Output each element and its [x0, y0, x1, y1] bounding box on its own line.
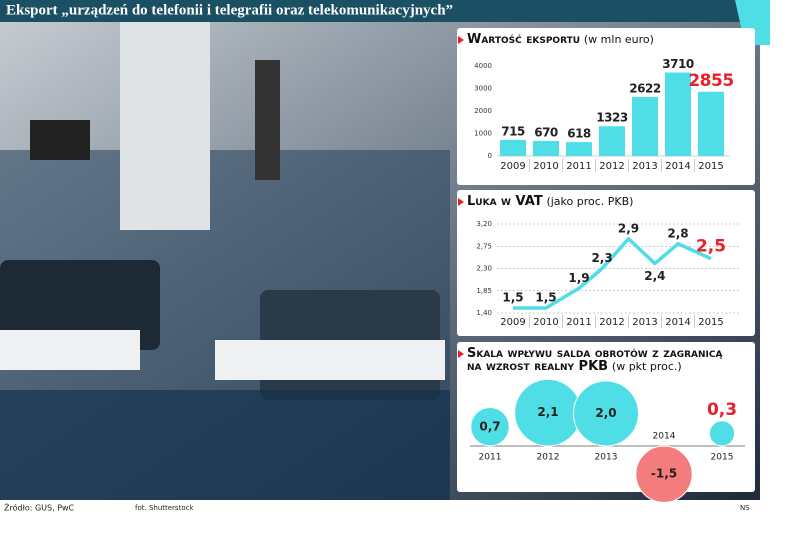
y-tick-label: 2,75 — [476, 242, 492, 250]
x-tick-label: 2013 — [595, 453, 618, 463]
chart-title: Wartość eksportu — [467, 32, 581, 47]
chart-subtitle: (jako proc. PKB) — [546, 195, 634, 208]
bubble — [635, 445, 693, 503]
bubble — [572, 380, 640, 447]
x-tick-label: 2014 — [653, 432, 676, 442]
panel-header: Wartość eksportu (w mln euro) — [458, 32, 747, 47]
bubble — [708, 420, 736, 447]
y-tick-label: 3,20 — [476, 220, 492, 228]
value-label: 2,8 — [667, 226, 688, 240]
chart-title: Luka w VAT — [467, 194, 543, 209]
value-label: -1,5 — [651, 467, 677, 481]
value-label: 3710 — [662, 57, 694, 71]
chart-title: Skala wpływu salda obrotów z zagranicą n… — [467, 346, 723, 374]
x-tick-label: 2009 — [500, 161, 525, 172]
x-tick-label: 2012 — [537, 453, 560, 463]
y-tick-label: 3000 — [474, 85, 492, 93]
bubble — [470, 407, 510, 447]
x-tick-label: 2015 — [711, 453, 734, 463]
value-label: 2622 — [629, 82, 661, 96]
x-tick-label: 2013 — [632, 317, 657, 328]
bar — [632, 97, 658, 156]
value-label: 2,3 — [591, 251, 612, 265]
x-tick-label: 2015 — [698, 161, 723, 172]
x-tick-label: 2011 — [479, 453, 502, 463]
value-label: 0,7 — [479, 419, 500, 433]
x-tick-label: 2010 — [533, 161, 558, 172]
bar — [566, 142, 592, 156]
value-label: 1,5 — [535, 291, 556, 305]
value-label: 2,5 — [696, 237, 726, 257]
bar — [665, 72, 691, 156]
panel-header: Luka w VAT (jako proc. PKB) — [458, 194, 747, 209]
x-tick-label: 2010 — [533, 317, 558, 328]
value-label: 1,5 — [502, 291, 523, 305]
value-label: 2855 — [688, 71, 733, 91]
photo-credit: fot. Shutterstock — [135, 504, 194, 512]
bar — [533, 140, 559, 156]
bar — [599, 126, 625, 156]
y-tick-label: 4000 — [474, 62, 492, 70]
chart-subtitle: (w mln euro) — [583, 33, 654, 46]
value-label: 2,0 — [595, 406, 616, 420]
value-label: 670 — [534, 125, 558, 139]
signature: NS — [740, 504, 750, 512]
line — [513, 237, 712, 310]
panel-header: Skala wpływu salda obrotów z zagranicą n… — [458, 346, 732, 374]
panel: Luka w VAT (jako proc. PKB) — [457, 190, 755, 336]
x-tick-label: 2014 — [665, 317, 690, 328]
x-tick-label: 2015 — [698, 317, 723, 328]
value-label: 715 — [501, 124, 525, 138]
value-label: 618 — [567, 127, 591, 141]
value-label: 2,1 — [537, 405, 558, 419]
x-tick-label: 2011 — [566, 317, 591, 328]
bar — [698, 91, 724, 156]
bar — [500, 139, 526, 156]
x-tick-label: 2012 — [599, 161, 624, 172]
x-tick-label: 2011 — [566, 161, 591, 172]
value-label: 0,3 — [707, 400, 737, 420]
y-tick-label: 1,85 — [476, 287, 492, 295]
chart-subtitle: (w pkt proc.) — [611, 360, 682, 373]
x-tick-label: 2014 — [665, 161, 690, 172]
value-label: 1,9 — [568, 271, 589, 285]
y-tick-label: 0 — [488, 152, 492, 160]
x-tick-label: 2009 — [500, 317, 525, 328]
value-label: 2,9 — [618, 221, 639, 235]
y-tick-label: 2,30 — [476, 265, 492, 273]
y-tick-label: 1,40 — [476, 309, 492, 317]
y-tick-label: 1000 — [474, 130, 492, 138]
source: Źródło: GUS, PwC — [4, 502, 75, 513]
value-label: 1323 — [596, 111, 628, 125]
main-title: Eksport „urządzeń do telefonii i telegra… — [6, 2, 453, 18]
value-label: 2,4 — [644, 269, 665, 283]
y-tick-label: 2000 — [474, 107, 492, 115]
x-tick-label: 2013 — [632, 161, 657, 172]
x-tick-label: 2012 — [599, 317, 624, 328]
